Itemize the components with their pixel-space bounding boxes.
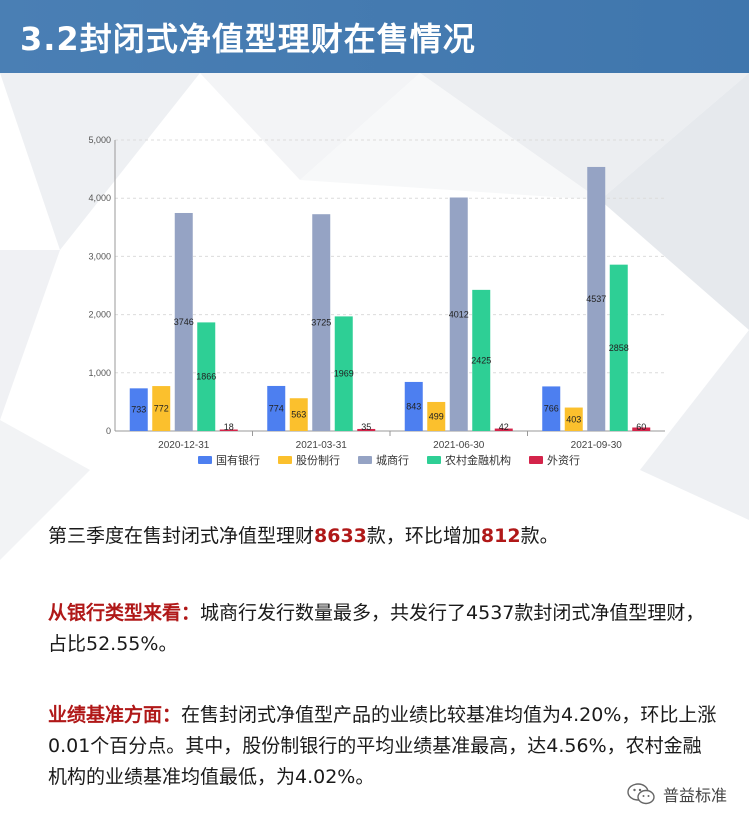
bar [197, 322, 216, 431]
bar [609, 264, 628, 431]
summary-text-e: 款。 [520, 525, 559, 547]
bar-value-label: 4537 [586, 294, 606, 304]
bar-value-label: 843 [406, 401, 421, 411]
benchmark-label: 业绩基准方面： [48, 704, 182, 726]
bar-value-label: 2858 [609, 343, 629, 353]
bar-value-label: 563 [291, 410, 306, 420]
bar [494, 428, 513, 431]
bar [404, 381, 423, 431]
benchmark-body: 在售封闭式净值型产品的业绩比较基准均值为4.20%，环比上涨0.01个百分点。其… [48, 704, 717, 788]
bar-value-label: 3725 [311, 318, 331, 328]
watermark: 普益标准 [627, 782, 727, 806]
bank-type-paragraph: 从银行类型来看：城商行发行数量最多，共发行了4537款封闭式净值型理财，占比52… [48, 598, 718, 660]
bar-value-label: 774 [269, 403, 284, 413]
bar-value-label: 499 [429, 411, 444, 421]
legend-label: 农村金融机构 [445, 453, 511, 467]
summary-paragraph: 第三季度在售封闭式净值型理财8633款，环比增加812款。 [48, 521, 718, 552]
bar [542, 386, 561, 431]
legend-swatch [529, 456, 543, 464]
bar-value-label: 772 [154, 404, 169, 414]
bar-value-label: 35 [361, 422, 371, 432]
bar [152, 386, 171, 431]
bar-value-label: 1969 [334, 369, 354, 379]
summary-text-a: 第三季度在售封闭式净值型理财 [48, 525, 315, 547]
x-tick-label: 2021-03-31 [296, 440, 348, 451]
x-tick-label: 2020-12-31 [158, 440, 210, 451]
summary-text-c: 款，环比增加 [366, 525, 481, 547]
bar [449, 197, 468, 431]
bar [564, 407, 583, 431]
x-tick-label: 2021-06-30 [433, 440, 485, 451]
y-tick-label: 0 [106, 426, 111, 436]
bar-value-label: 766 [544, 404, 559, 414]
bar-value-label: 1866 [196, 372, 216, 382]
bank-type-body: 城商行发行数量最多，共发行了4537款封闭式净值型理财，占比52.55%。 [48, 602, 705, 655]
legend-label: 国有银行 [216, 453, 260, 467]
y-tick-label: 1,000 [88, 368, 111, 378]
bar [312, 214, 331, 431]
header-bar: 3.2封闭式净值型理财在售情况 [0, 0, 749, 73]
bar [129, 388, 148, 431]
bar-value-label: 4012 [449, 309, 469, 319]
wechat-icon [627, 783, 655, 805]
y-tick-label: 3,000 [88, 251, 111, 261]
legend-swatch [278, 456, 292, 464]
x-tick-label: 2021-09-30 [571, 440, 623, 451]
legend-swatch [427, 456, 441, 464]
increase-count: 812 [480, 525, 521, 547]
bar-value-label: 60 [636, 422, 646, 432]
y-tick-label: 4,000 [88, 193, 111, 203]
bar [219, 429, 238, 431]
legend-label: 股份制行 [296, 454, 340, 467]
bar-value-label: 403 [566, 414, 581, 424]
bar [357, 428, 376, 431]
bar-value-label: 2425 [471, 355, 491, 365]
bar [289, 398, 308, 431]
bank-type-label: 从银行类型来看： [48, 602, 201, 624]
y-tick-label: 5,000 [88, 135, 111, 145]
legend-swatch [198, 456, 212, 464]
bar [587, 166, 606, 431]
bar-value-label: 42 [499, 422, 509, 432]
y-tick-label: 2,000 [88, 310, 111, 320]
bar-chart: 0 1,000 2,000 3,000 4,000 5,000 2020-12-31 733 7… [88, 135, 665, 467]
legend-swatch [358, 456, 372, 464]
bar-value-label: 18 [224, 422, 234, 432]
bar [174, 212, 193, 431]
bar [472, 289, 491, 431]
bar [427, 401, 446, 431]
bar [267, 385, 286, 431]
watermark-text: 普益标准 [662, 786, 727, 805]
bar [632, 427, 651, 431]
bar [334, 316, 353, 431]
bar-value-label: 733 [131, 405, 146, 415]
total-count: 8633 [314, 525, 367, 547]
page-title: 3.2封闭式净值型理财在售情况 [20, 20, 476, 58]
benchmark-paragraph: 业绩基准方面：在售封闭式净值型产品的业绩比较基准均值为4.20%，环比上涨0.0… [48, 700, 718, 793]
legend-label: 外资行 [547, 454, 580, 467]
legend-label: 城商行 [376, 453, 409, 467]
bar-value-label: 3746 [174, 317, 194, 327]
